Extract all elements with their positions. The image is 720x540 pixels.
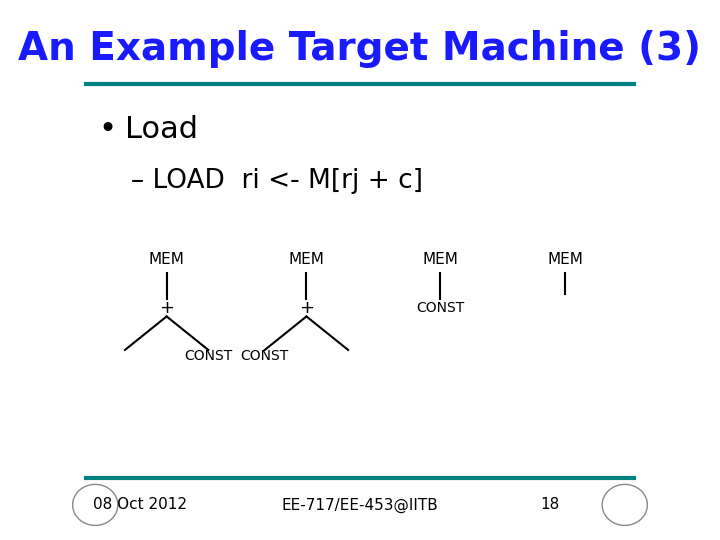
Text: CONST: CONST (184, 349, 233, 363)
Text: – LOAD  ri <- M[rj + c]: – LOAD ri <- M[rj + c] (131, 168, 423, 194)
Text: EE-717/EE-453@IITB: EE-717/EE-453@IITB (282, 497, 438, 512)
Text: MEM: MEM (289, 252, 325, 267)
Text: 18: 18 (541, 497, 560, 512)
Text: MEM: MEM (149, 252, 184, 267)
Text: CONST: CONST (416, 301, 464, 315)
Text: MEM: MEM (423, 252, 458, 267)
Text: MEM: MEM (547, 252, 583, 267)
Text: +: + (159, 299, 174, 317)
Text: •: • (98, 115, 117, 144)
Text: 08 Oct 2012: 08 Oct 2012 (93, 497, 187, 512)
Text: Load: Load (125, 115, 198, 144)
Text: An Example Target Machine (3): An Example Target Machine (3) (19, 30, 701, 68)
Text: +: + (299, 299, 314, 317)
Text: CONST: CONST (240, 349, 289, 363)
